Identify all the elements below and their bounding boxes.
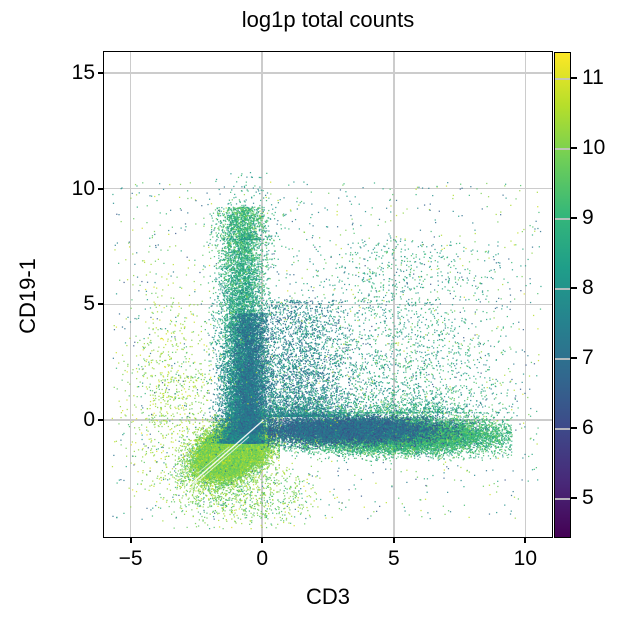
colorbar-tick-mark [571, 147, 577, 149]
colorbar-inner-tick [555, 148, 570, 150]
x-tick-label: 0 [256, 547, 269, 570]
colorbar-tick-mark [571, 77, 577, 79]
colorbar-tick-label: 11 [582, 65, 604, 89]
colorbar-inner-tick [555, 358, 570, 360]
y-axis-label: CD19-1 [15, 258, 40, 334]
colorbar-inner-tick [555, 288, 570, 290]
colorbar-tick-mark [571, 357, 577, 359]
chart-title: log1p total counts [241, 7, 415, 32]
scatter-canvas [103, 51, 553, 538]
colorbar-tick-label: 10 [582, 135, 606, 159]
colorbar-tick-label: 5 [582, 486, 594, 510]
colorbar-inner-tick [555, 218, 570, 220]
y-tick-mark [98, 419, 103, 421]
y-tick-label: 15 [71, 60, 95, 84]
x-tick-mark [129, 538, 132, 543]
y-tick-mark [98, 303, 103, 306]
colorbar [554, 52, 571, 538]
x-tick-label: 10 [513, 547, 538, 570]
plot-area [103, 51, 553, 538]
y-tick-mark [98, 187, 103, 190]
y-tick-label: 10 [71, 176, 95, 200]
colorbar-tick-label: 6 [582, 416, 594, 440]
colorbar-tick-label: 9 [582, 205, 594, 229]
colorbar-tick-mark [571, 287, 577, 289]
y-tick-label: 5 [83, 292, 95, 316]
y-tick-mark [98, 72, 103, 74]
colorbar-inner-tick [555, 498, 570, 500]
colorbar-tick-label: 8 [582, 275, 594, 299]
colorbar-inner-tick [555, 78, 570, 80]
x-tick-mark [261, 538, 264, 543]
x-axis-label: CD3 [305, 584, 350, 609]
x-tick-label: 5 [387, 547, 400, 570]
x-tick-label: −5 [118, 547, 143, 570]
colorbar-tick-mark [571, 217, 577, 219]
y-tick-label: 0 [83, 408, 95, 431]
colorbar-tick-mark [571, 427, 577, 429]
x-tick-mark [524, 538, 527, 543]
colorbar-tick-mark [571, 497, 577, 499]
colorbar-inner-tick [555, 428, 570, 430]
x-tick-mark [392, 538, 395, 543]
colorbar-tick-label: 7 [582, 346, 594, 370]
